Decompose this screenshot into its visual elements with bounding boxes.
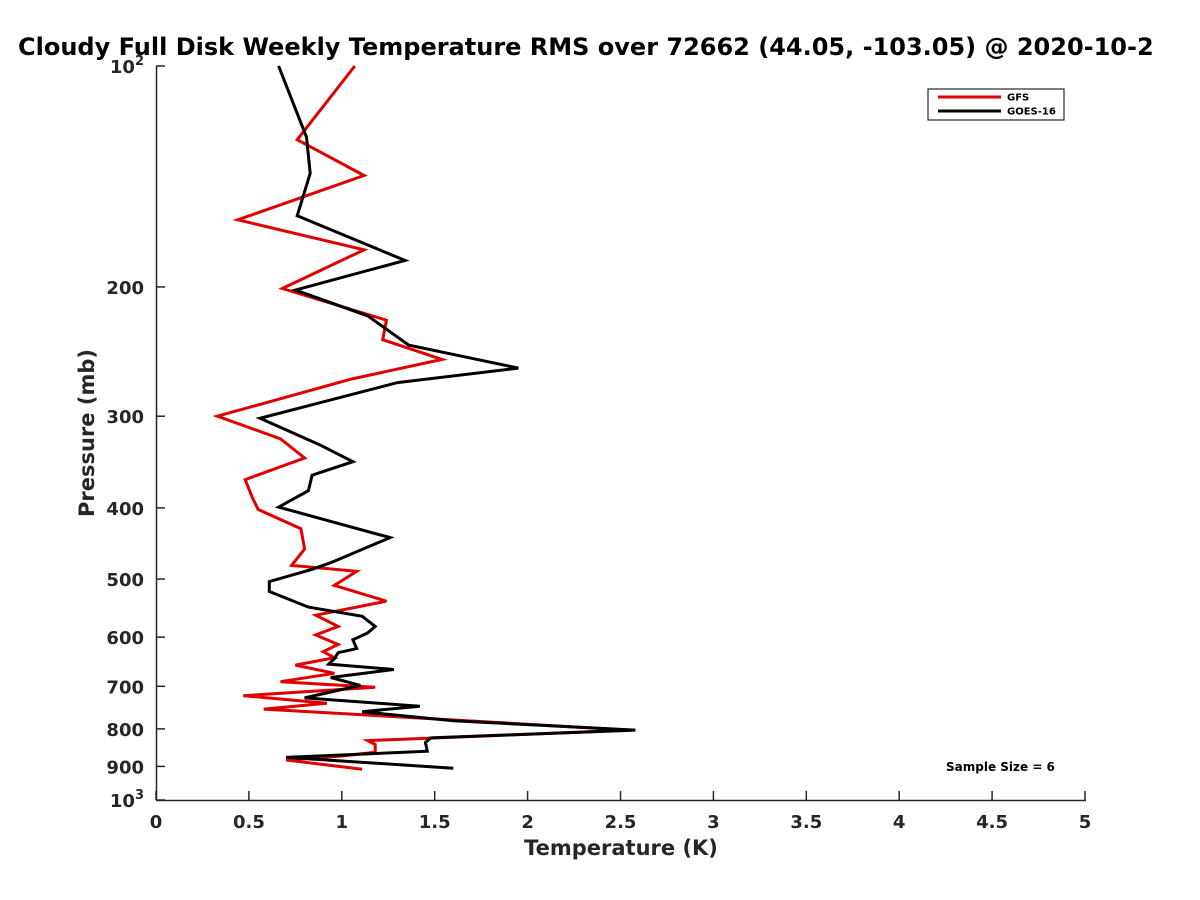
y-tick-label: 700 [106,677,144,698]
series-line-gfs [212,65,630,771]
series-lines [212,65,636,771]
x-tick-label: 3.5 [790,812,822,833]
y-tick-label: 900 [106,757,144,778]
x-tick-label: 0 [150,812,163,833]
x-tick-label: 1 [336,812,349,833]
sample-size-note: Sample Size = 6 [946,760,1055,774]
y-tick-label: 102 [110,54,144,78]
x-tick-label: 2 [521,812,534,833]
y-tick-label: 400 [106,499,144,520]
x-axis-label: Temperature (K) [524,836,718,860]
y-tick-label: 600 [106,628,144,649]
y-tick-label: 300 [106,407,144,428]
x-tick-label: 4.5 [976,812,1008,833]
x-tick-label: 5 [1079,812,1092,833]
y-tick-label: 103 [110,788,144,812]
x-ticks: 0 0.5 1 1.5 2 2.5 3 3.5 4 4.5 5 [150,791,1092,833]
legend-label-goes-16: GOES-16 [1007,107,1056,118]
y-ticks: 102 200 300 400 500 600 700 800 900 103 [106,54,165,812]
x-tick-label: 0.5 [233,812,265,833]
x-tick-label: 1.5 [419,812,451,833]
y-tick-label: 800 [106,720,144,741]
legend: GFS GOES-16 [927,88,1065,121]
legend-label-gfs: GFS [1007,93,1029,104]
chart-title: Cloudy Full Disk Weekly Temperature RMS … [18,33,1154,61]
plot-area: 0 0.5 1 1.5 2 2.5 3 3.5 4 4.5 5 102 200 300 400 500 600… [106,54,1091,833]
series-line-goes-16 [255,65,636,770]
x-tick-label: 3 [707,812,720,833]
legend-box [927,88,1065,121]
y-axis-label: Pressure (mb) [75,349,99,517]
x-tick-label: 4 [893,812,906,833]
y-tick-label: 200 [106,278,144,299]
y-tick-label: 500 [106,570,144,591]
x-tick-label: 2.5 [605,812,637,833]
